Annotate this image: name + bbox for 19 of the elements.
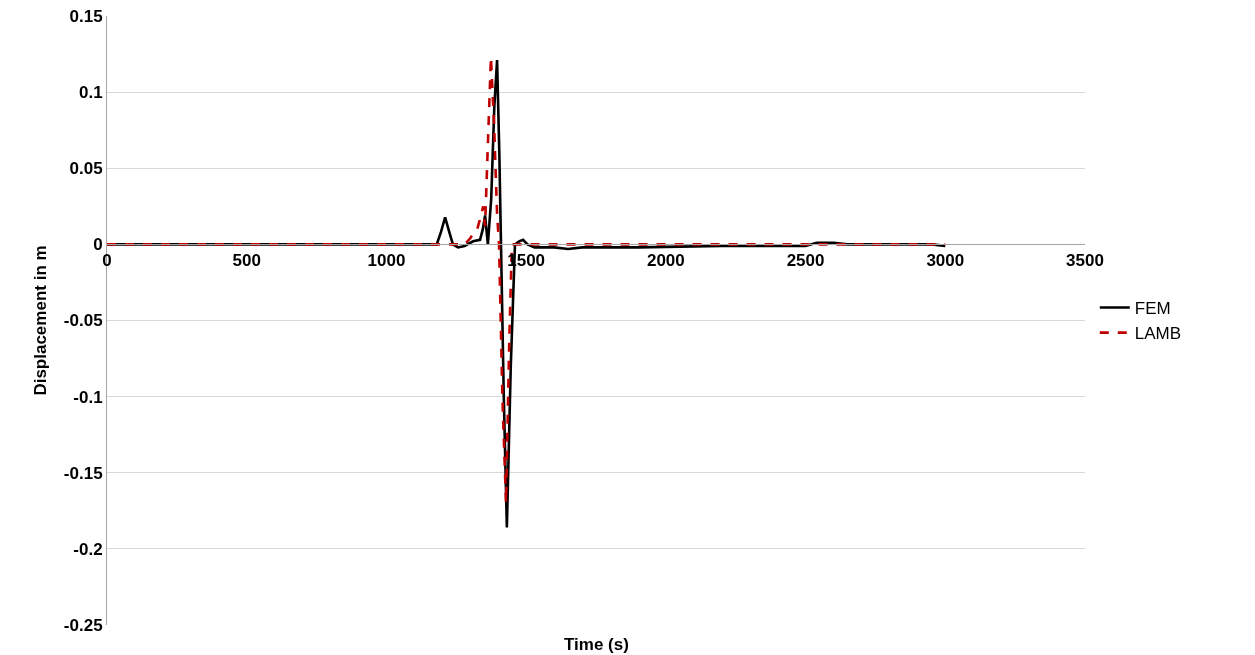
x-tick-label: 1000 [367, 250, 406, 270]
y-axis-title: Displacement in m [31, 245, 51, 396]
y-tick-label: -0.25 [63, 615, 103, 635]
x-axis-title: Time (s) [564, 635, 629, 654]
y-tick-label: 0 [93, 235, 103, 255]
x-tick-label: 2500 [786, 250, 825, 270]
y-tick-label: 0.15 [69, 6, 103, 26]
x-tick-label: 3500 [1066, 250, 1104, 270]
y-tick-label: 0.05 [69, 159, 103, 179]
x-tick-label: 500 [232, 250, 261, 270]
legend-label: FEM [1134, 299, 1171, 319]
x-tick-label: 3000 [926, 250, 965, 270]
legend-label: LAMB [1134, 324, 1182, 344]
y-tick-label: -0.15 [63, 463, 103, 483]
y-tick-label: -0.1 [73, 387, 103, 407]
y-tick-label: -0.05 [63, 311, 103, 331]
y-tick-label: 0.1 [78, 83, 103, 103]
x-tick-label: 2000 [646, 250, 685, 270]
y-tick-label: -0.2 [73, 539, 103, 559]
